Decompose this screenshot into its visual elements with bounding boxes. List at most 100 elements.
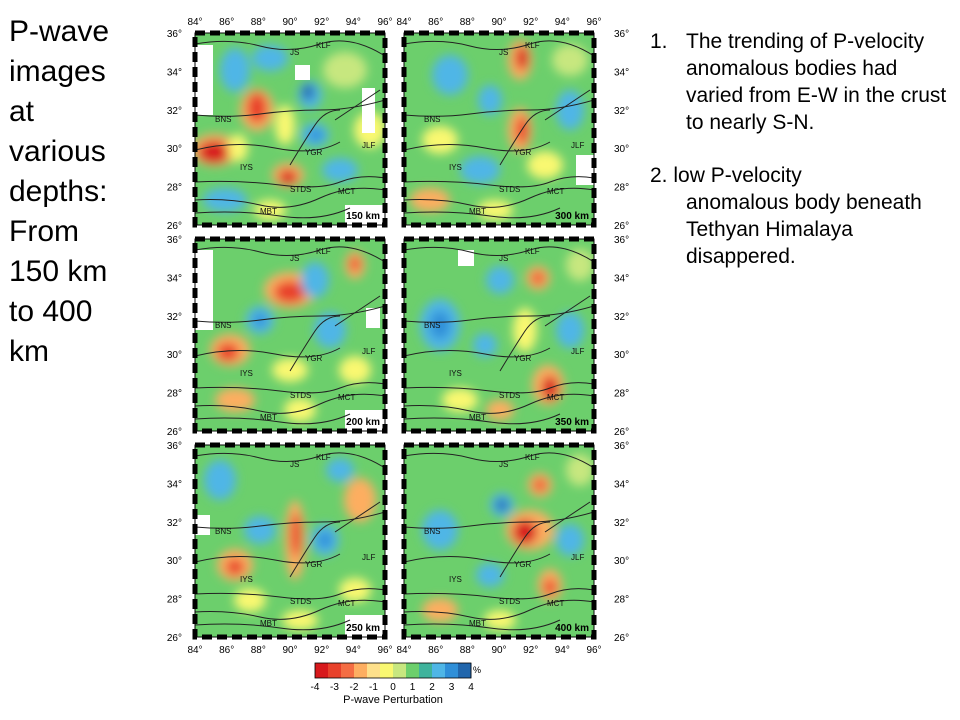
bottom-lon-tick: 94° — [346, 645, 361, 656]
top-lon-tick: 90° — [491, 17, 506, 28]
fault-label: STDS — [290, 185, 311, 194]
fault-label: IYS — [449, 163, 462, 172]
fault-label: BNS — [215, 527, 231, 536]
page-title: P-wave images at various depths: From 15… — [9, 15, 110, 368]
fault-label: YGR — [514, 148, 532, 157]
depth-label: 150 km — [346, 211, 380, 222]
fault-label: KLF — [316, 453, 331, 462]
colorbar-swatch — [380, 663, 394, 678]
fault-label: JLF — [362, 141, 375, 150]
right-lat-tick: 30° — [614, 350, 629, 361]
depth-label: 300 km — [555, 211, 589, 222]
note-2-text: anomalous body beneath Tethyan Himalaya … — [686, 191, 922, 268]
colorbar-tick: 2 — [429, 682, 435, 693]
fault-label: STDS — [499, 185, 520, 194]
fault-label: YGR — [305, 354, 323, 363]
fault-label: IYS — [449, 575, 462, 584]
depth-label: 400 km — [555, 623, 589, 634]
fault-label: BNS — [424, 321, 440, 330]
colorbar-swatch — [445, 663, 459, 678]
bottom-lon-tick: 92° — [314, 645, 329, 656]
top-lon-tick: 84° — [187, 17, 202, 28]
fault-label: YGR — [514, 560, 532, 569]
bottom-lon-tick: 92° — [523, 645, 538, 656]
note-1-text: The trending of P-velocity anomalous bod… — [686, 30, 947, 134]
panel-400km: KLF JS BNS JLF YGR IYS STDS MCT MBT 400 … — [401, 442, 597, 640]
right-lat-tick: 28° — [614, 389, 629, 400]
colorbar-tick: 1 — [410, 682, 416, 693]
top-lon-tick: 92° — [314, 17, 329, 28]
top-lon-tick: 86° — [428, 17, 443, 28]
fault-label: MCT — [338, 393, 355, 402]
bottom-lon-tick: 84° — [396, 645, 411, 656]
fault-label: YGR — [305, 560, 323, 569]
fault-label: IYS — [240, 575, 253, 584]
left-lat-tick: 30° — [167, 144, 182, 155]
left-lat-tick: 36° — [167, 29, 182, 40]
bottom-lon-tick: 94° — [555, 645, 570, 656]
bottom-lon-tick: 86° — [428, 645, 443, 656]
fault-label: JS — [499, 48, 508, 57]
colorbar-unit: % — [473, 665, 481, 675]
fault-label: JLF — [571, 553, 584, 562]
fault-label: JLF — [362, 553, 375, 562]
right-lat-tick: 32° — [614, 312, 629, 323]
right-lat-tick: 28° — [614, 183, 629, 194]
top-lon-tick: 92° — [523, 17, 538, 28]
panel-150km: KLF JS BNS JLF YGR IYS STDS MCT MBT 150 … — [192, 30, 388, 228]
fault-label: STDS — [290, 597, 311, 606]
fault-label: IYS — [240, 163, 253, 172]
colorbar-swatch — [432, 663, 446, 678]
right-lat-tick: 30° — [614, 144, 629, 155]
right-lat-tick: 32° — [614, 106, 629, 117]
fault-label: BNS — [424, 115, 440, 124]
left-lat-tick: 32° — [167, 106, 182, 117]
colorbar-swatch — [341, 663, 355, 678]
top-lon-tick: 96° — [377, 17, 392, 28]
fault-label: JLF — [571, 141, 584, 150]
right-lat-tick: 26° — [614, 221, 629, 232]
left-lat-tick: 30° — [167, 350, 182, 361]
colorbar-swatch — [354, 663, 368, 678]
colorbar-swatch — [406, 663, 420, 678]
panel-350km: KLF JS BNS JLF YGR IYS STDS MCT MBT 350 … — [401, 236, 597, 434]
fault-label: KLF — [525, 41, 540, 50]
fault-label: BNS — [215, 321, 231, 330]
notes: 1. The trending of P-velocity anomalous … — [650, 28, 955, 270]
colorbar — [314, 662, 472, 679]
fault-label: KLF — [525, 453, 540, 462]
fault-label: KLF — [525, 247, 540, 256]
colorbar-tick: -2 — [350, 682, 359, 693]
right-lat-tick: 36° — [614, 29, 629, 40]
left-lat-tick: 28° — [167, 183, 182, 194]
left-lat-tick: 28° — [167, 389, 182, 400]
colorbar-title: P-wave Perturbation — [343, 694, 443, 706]
note-1-number: 1. — [650, 30, 668, 53]
top-lon-tick: 88° — [460, 17, 475, 28]
colorbar-tick: 3 — [449, 682, 455, 693]
depth-label: 250 km — [346, 623, 380, 634]
left-lat-tick: 34° — [167, 273, 182, 284]
colorbar-swatch — [367, 663, 381, 678]
left-lat-tick: 34° — [167, 67, 182, 78]
fault-label: YGR — [514, 354, 532, 363]
tomography-figure: 84° 86° 88° 90° 92° 94° 96° 84° 86° 88° … — [167, 17, 629, 706]
colorbar-swatch — [419, 663, 433, 678]
bottom-lon-tick: 84° — [187, 645, 202, 656]
colorbar-swatch — [315, 663, 329, 678]
note-1: 1. The trending of P-velocity anomalous … — [650, 28, 955, 136]
bottom-lon-tick: 96° — [377, 645, 392, 656]
right-lat-tick: 36° — [614, 235, 629, 246]
depth-label: 200 km — [346, 417, 380, 428]
fault-label: BNS — [424, 527, 440, 536]
left-lat-tick: 34° — [167, 479, 182, 490]
fault-label: MBT — [469, 619, 486, 628]
fault-label: STDS — [499, 391, 520, 400]
fault-label: IYS — [449, 369, 462, 378]
top-lon-tick: 84° — [396, 17, 411, 28]
panel-300km: KLF JS BNS JLF YGR IYS STDS MCT MBT 300 … — [401, 30, 597, 228]
fault-label: MBT — [260, 619, 277, 628]
bottom-lon-tick: 90° — [282, 645, 297, 656]
left-lat-tick: 36° — [167, 235, 182, 246]
fault-label: KLF — [316, 41, 331, 50]
